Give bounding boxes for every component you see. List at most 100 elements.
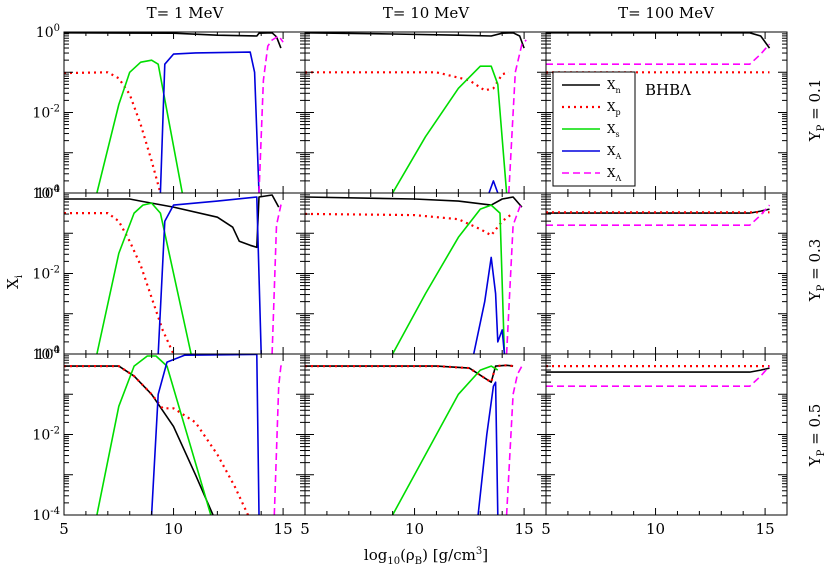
series-line-xlambda xyxy=(258,35,284,193)
series-line-xs xyxy=(96,202,192,354)
column-title-t1: T= 1 MeV xyxy=(147,4,225,22)
series-line-xs xyxy=(391,65,508,193)
panel-series xyxy=(546,365,771,387)
legend-entry-sub: A xyxy=(615,152,622,161)
series-line-xp xyxy=(64,71,162,193)
y-tick-label-base: 10 xyxy=(32,347,50,363)
series-line-xs xyxy=(391,204,506,354)
y-tick-label: 10-4 xyxy=(32,184,60,202)
series-line-xp xyxy=(305,364,514,384)
series-line-xlambda xyxy=(508,39,527,193)
y-axis-label-main: X xyxy=(4,278,22,289)
panel-frame xyxy=(63,353,306,516)
x-tick-label: 5 xyxy=(541,520,551,538)
panel: 5 10 15 xyxy=(300,353,547,538)
x-tick-label: 5 xyxy=(300,520,310,538)
panel-series xyxy=(305,32,527,193)
legend-entry-main: X xyxy=(607,144,616,158)
y-tick-label-exponent: 0 xyxy=(54,184,60,195)
y-tick-label-base: 10 xyxy=(36,186,54,202)
legend-entry-sub: Λ xyxy=(615,174,622,183)
y-axis-label-sub: i xyxy=(14,275,25,278)
x-axis-label-sub2: B xyxy=(415,556,422,567)
y-tick-label: 10-4 xyxy=(32,345,60,363)
svg-text:YP = 0.5: YP = 0.5 xyxy=(806,404,827,468)
y-tick-label-exponent: -4 xyxy=(50,184,60,195)
x-axis-label-main: log xyxy=(364,546,388,564)
legend-entry-xa: XA xyxy=(607,144,622,161)
y-tick-label: 10-2 xyxy=(32,104,60,122)
series-line-xs xyxy=(391,365,499,515)
panel-series xyxy=(546,204,771,226)
x-axis-label-sup: 3 xyxy=(476,546,482,557)
series-line-xlambda xyxy=(273,363,284,515)
series-line-xa xyxy=(472,256,506,354)
x-axis-label-end: ] xyxy=(482,546,488,564)
column-title-t100: T= 100 MeV xyxy=(618,4,715,22)
legend-entry-main: X xyxy=(607,122,616,136)
series-line-xlambda xyxy=(505,202,525,354)
panel: 5 10 15 xyxy=(541,353,788,538)
x-tick-label: 15 xyxy=(274,520,293,538)
series-line-xa xyxy=(488,180,499,193)
series-line-xlambda xyxy=(546,204,771,226)
series-line-xn xyxy=(546,32,771,49)
panel-series xyxy=(64,354,284,515)
series-line-xp xyxy=(305,71,510,92)
row-label-yp03: YP = 0.3 xyxy=(806,239,827,303)
series-line-xp xyxy=(305,212,514,237)
panel-series xyxy=(64,32,284,193)
svg-text:YP = 0.3: YP = 0.3 xyxy=(806,239,827,303)
row-label-rest: = 0.1 xyxy=(806,79,824,125)
legend-model-label: BHBΛ xyxy=(645,81,691,99)
x-tick-label: 5 xyxy=(59,520,69,538)
row-label-rest: = 0.3 xyxy=(806,239,824,285)
series-line-xn xyxy=(546,367,770,373)
x-axis-label-sub: 10 xyxy=(387,556,400,567)
svg-text:Xi: Xi xyxy=(4,275,25,289)
y-tick-label-exponent: 0 xyxy=(54,23,60,34)
legend-entry-xlambda: XΛ xyxy=(607,166,622,183)
panel-frame xyxy=(304,353,547,516)
legend-entry-main: X xyxy=(607,78,616,92)
series-line-xa xyxy=(157,196,262,354)
y-tick-label: 10-2 xyxy=(32,426,60,444)
row-label-main: Y xyxy=(806,290,824,302)
x-axis-label-rest: ) [g/cm xyxy=(422,546,476,564)
legend-entry-xs: Xs xyxy=(607,122,620,139)
y-tick-label: 10-2 xyxy=(32,265,60,283)
y-axis-label: Xi xyxy=(4,275,25,289)
legend-entry-sub: n xyxy=(616,86,621,95)
legend-entry-main: X xyxy=(607,166,616,180)
y-tick-label-base: 10 xyxy=(32,508,50,524)
x-tick-label: 10 xyxy=(405,520,424,538)
legend-entry-main: X xyxy=(607,100,616,114)
series-line-xs xyxy=(96,355,212,515)
series-line-xn xyxy=(305,364,514,383)
series-line-xlambda xyxy=(546,43,771,65)
row-label-yp01: YP = 0.1 xyxy=(806,79,827,143)
panel-series xyxy=(546,32,771,74)
panel-frame xyxy=(545,353,788,516)
series-line-xp xyxy=(64,212,175,354)
y-tick-label-base: 10 xyxy=(32,186,50,202)
row-label-sub: P xyxy=(816,284,827,291)
x-tick-label: 10 xyxy=(164,520,183,538)
y-tick-label-exponent: -2 xyxy=(50,104,60,115)
y-tick-label-exponent: -2 xyxy=(50,426,60,437)
panel-frame xyxy=(545,192,788,355)
series-line-xa xyxy=(150,354,260,515)
row-label-sub: P xyxy=(816,449,827,456)
series-line-xa xyxy=(477,381,499,515)
series-line-xn xyxy=(64,32,282,49)
x-axis-label-mid: (ρ xyxy=(400,546,415,564)
svg-text:YP = 0.1: YP = 0.1 xyxy=(806,79,827,143)
column-title-t10: T= 10 MeV xyxy=(383,4,470,22)
row-label-rest: = 0.5 xyxy=(806,404,824,450)
series-line-xn xyxy=(64,194,280,249)
y-tick-label-base: 10 xyxy=(36,347,54,363)
